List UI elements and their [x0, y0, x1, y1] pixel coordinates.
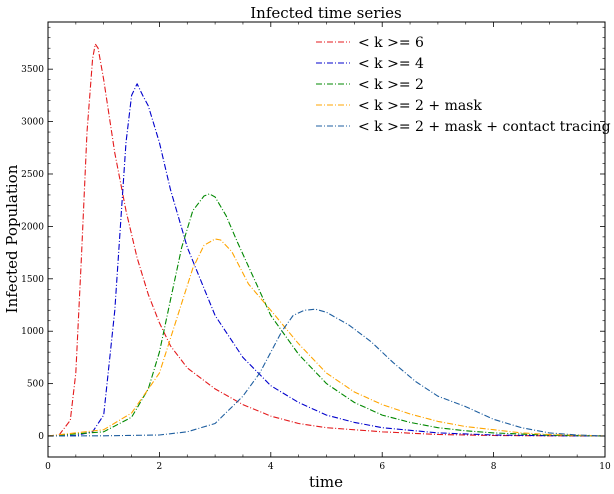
legend-label-2: < k >= 4: [358, 56, 424, 72]
plot-frame: [47, 21, 606, 458]
x-tick-label: 10: [599, 462, 611, 472]
x-tick-label: 2: [157, 462, 163, 472]
series-line-2: [47, 83, 606, 437]
legend-label-3: < k >= 2: [358, 77, 424, 93]
series-line-3: [47, 193, 606, 437]
x-tick-label: 4: [268, 462, 274, 472]
y-tick-label: 2500: [21, 170, 44, 180]
series-line-4: [47, 238, 606, 437]
y-tick-label: 500: [27, 380, 44, 390]
x-tick-label: 8: [491, 462, 497, 472]
y-tick-label: 0: [38, 432, 44, 442]
legend: < k >= 6 < k >= 4 < k >= 2 < k >= 2 + mask <…: [316, 35, 611, 135]
legend-label-1: < k >= 6: [358, 35, 424, 51]
series-line-1: [47, 43, 606, 437]
series-layer: [47, 43, 606, 437]
y-tick-label: 1000: [21, 327, 44, 337]
series-line-5: [47, 308, 606, 437]
legend-label-4: < k >= 2 + mask: [358, 98, 482, 114]
y-tick-label: 3000: [21, 118, 44, 128]
x-tick-label: 6: [379, 462, 385, 472]
chart-title: Infected time series: [250, 4, 402, 22]
x-tick-label: 0: [45, 462, 51, 472]
y-tick-label: 1500: [21, 275, 44, 285]
legend-label-5: < k >= 2 + mask + contact tracing: [358, 119, 611, 135]
x-axis-label: time: [309, 473, 343, 491]
y-tick-label: 2000: [21, 222, 44, 232]
y-axis-label: Infected Population: [3, 164, 21, 313]
y-tick-label: 3500: [21, 65, 44, 75]
axes-layer: 0 2 4 6 8 10 0 500 1000 1500 2000 2500 3000 3500: [21, 21, 611, 472]
